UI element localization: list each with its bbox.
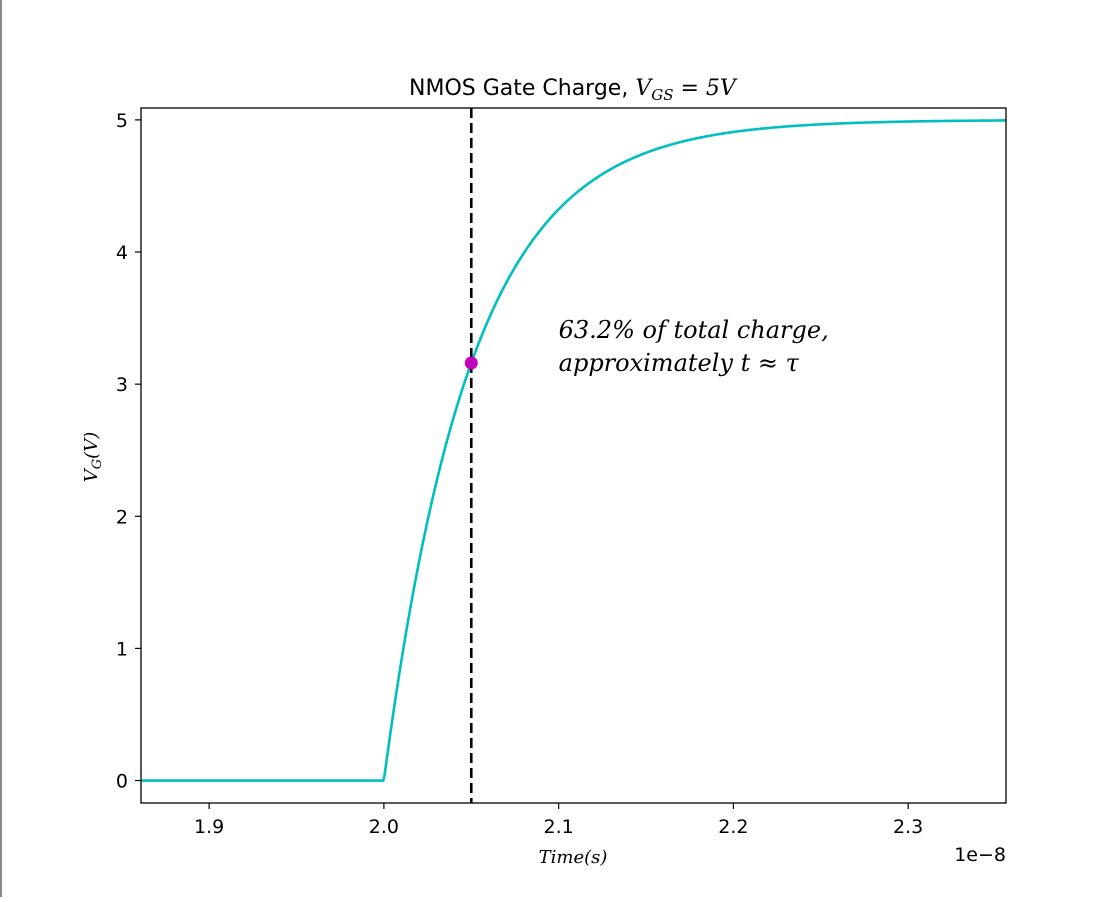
y-tick-label: 1 bbox=[116, 638, 128, 660]
x-tick-label: 2.2 bbox=[718, 816, 748, 838]
y-axis-label: VG(V) bbox=[81, 432, 105, 482]
y-axis-label-main: V bbox=[81, 467, 102, 482]
chart-title-text: NMOS Gate Charge, bbox=[409, 76, 635, 101]
x-tick-label: 1.9 bbox=[194, 816, 224, 838]
chart-title-math-rest: = 5V bbox=[673, 76, 737, 101]
x-tick-label: 2.0 bbox=[369, 816, 399, 838]
y-tick-label: 5 bbox=[116, 110, 128, 132]
chart-title-math-main: V bbox=[635, 76, 653, 101]
series-line-0 bbox=[141, 119, 1006, 782]
annotation-line-2: approximately t ≈ τ bbox=[559, 349, 800, 377]
plot-area: 1.9 2.0 2.1 2.2 2.3 0 1 2 3 4 5 bbox=[116, 107, 1007, 838]
x-offset-label: 1e−8 bbox=[954, 844, 1006, 866]
x-tick-label: 2.3 bbox=[893, 816, 923, 838]
y-axis-label-rest: (V) bbox=[81, 432, 102, 459]
y-tick-label: 3 bbox=[116, 374, 128, 396]
y-tick-label: 2 bbox=[116, 506, 128, 528]
chart-title: NMOS Gate Charge, VGS = 5V bbox=[409, 76, 738, 104]
y-axis-label-sub: G bbox=[90, 459, 105, 469]
axes-frame bbox=[140, 107, 1007, 804]
chart-title-math-sub: GS bbox=[651, 86, 673, 104]
y-tick-label: 0 bbox=[116, 771, 128, 793]
x-tick-label: 2.1 bbox=[544, 816, 574, 838]
window-edge bbox=[0, 0, 2, 897]
tau-marker bbox=[464, 356, 478, 370]
annotation-line-1: 63.2% of total charge, bbox=[559, 316, 829, 344]
x-axis-label: Time(s) bbox=[539, 847, 608, 868]
y-tick-label: 4 bbox=[116, 242, 128, 264]
